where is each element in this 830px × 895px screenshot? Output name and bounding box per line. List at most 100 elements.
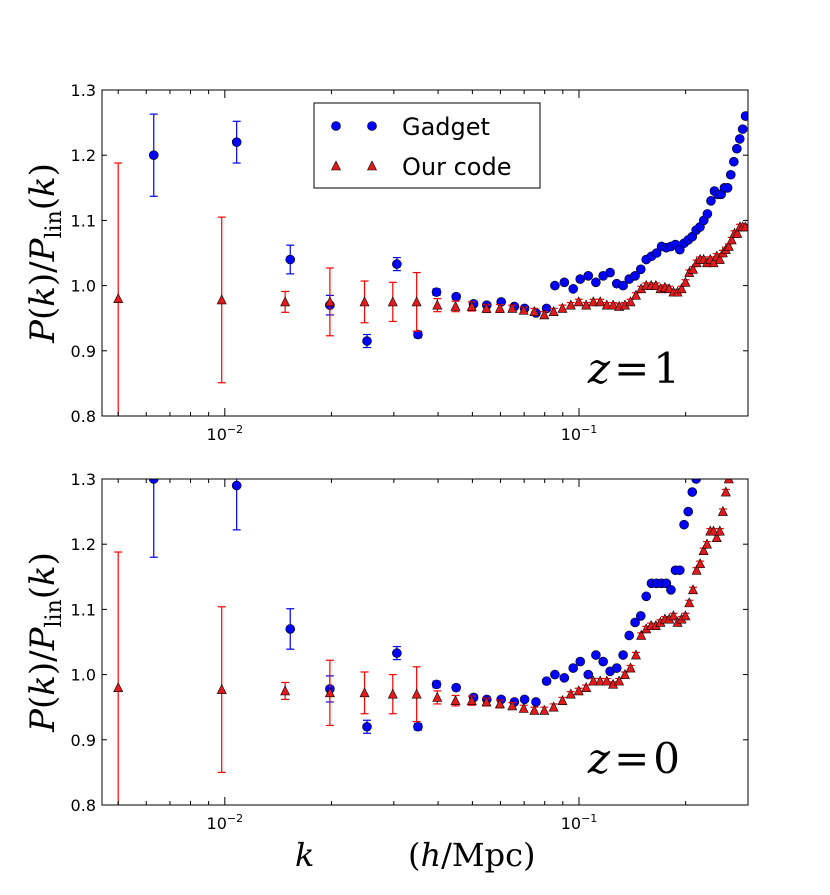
gadget-point — [431, 679, 442, 690]
our-code-point — [680, 610, 691, 621]
gadget-point — [285, 624, 296, 634]
our-code-point — [481, 302, 492, 313]
top-redshift-annotation: z=1 — [587, 344, 680, 393]
y-tick-label: 0.9 — [71, 342, 96, 361]
our-code-point — [529, 306, 540, 316]
our-code-point — [387, 296, 398, 307]
x-tick-label: 10−2 — [207, 812, 244, 833]
y-tick-label: 1.3 — [71, 81, 96, 100]
legend-gadget-marker — [367, 121, 377, 131]
gadget-point — [737, 124, 748, 134]
gadget-point — [591, 277, 601, 288]
y-tick-label: 1.1 — [71, 211, 96, 230]
x-tick-label: 10−1 — [561, 423, 598, 444]
y-tick-label: 1.0 — [71, 277, 96, 296]
our-code-point — [324, 687, 335, 698]
our-code-point — [720, 486, 731, 497]
our-code-point — [432, 691, 443, 702]
gadget-point — [531, 697, 541, 707]
gadget-point — [635, 264, 646, 275]
our-code-point — [581, 681, 592, 692]
our-code-point — [695, 558, 706, 569]
our-code-point — [113, 681, 124, 692]
our-code-point — [573, 685, 584, 696]
gadget-point — [651, 248, 662, 258]
gadget-point — [362, 721, 372, 732]
top-x-ticks: 10−2 10−1 — [117, 90, 687, 444]
our-code-point — [450, 300, 461, 311]
gadget-point — [591, 650, 601, 660]
gadget-point — [451, 682, 461, 693]
our-code-point — [450, 695, 461, 705]
our-code-point — [280, 296, 291, 307]
bottom-redshift-annotation: z=0 — [587, 734, 680, 783]
gadget-point — [392, 259, 402, 269]
our-code-point — [717, 505, 728, 516]
our-code-point — [216, 294, 227, 305]
gadget-point — [575, 656, 586, 667]
gadget-point — [231, 137, 242, 147]
y-tick-label: 1.2 — [71, 146, 96, 165]
our-code-point — [494, 698, 505, 709]
bottom-panel-frame — [101, 478, 749, 806]
gadget-point — [550, 280, 560, 291]
gadget-point — [568, 284, 579, 294]
x-tick-label: 10−2 — [207, 423, 244, 444]
legend-our-code-label: Our code — [402, 153, 511, 181]
our-code-point — [466, 300, 477, 311]
top-y-ticks: 0.8 0.9 1.0 1.1 1.2 1.3 — [71, 81, 748, 426]
our-code-point — [636, 629, 647, 640]
our-code-point — [557, 302, 568, 313]
gadget-point — [519, 694, 530, 705]
gadget-point — [285, 254, 296, 265]
our-code-point — [702, 538, 712, 549]
our-code-point — [548, 306, 559, 316]
our-code-point — [387, 688, 398, 699]
our-code-point — [595, 296, 606, 307]
our-code-point — [714, 253, 725, 264]
our-code-point — [711, 532, 722, 542]
y-tick-label: 1.2 — [71, 535, 96, 554]
gadget-point — [666, 585, 676, 595]
bottom-y-axis-label: P(k)/Plin(k) — [23, 552, 67, 733]
our-code-point — [481, 696, 492, 707]
our-code-point — [708, 525, 719, 536]
y-tick-label: 1.0 — [71, 666, 96, 685]
gadget-point — [559, 673, 570, 683]
gadget-point — [605, 267, 615, 278]
gadget-point — [413, 329, 423, 340]
gadget-point — [413, 721, 423, 732]
our-code-point — [676, 283, 687, 294]
our-code-point — [625, 296, 636, 307]
gadget-point — [679, 519, 689, 530]
bottom-x-ticks: 10−2 10−1 — [117, 479, 687, 833]
our-code-point — [359, 296, 370, 307]
our-code-point — [630, 289, 641, 300]
gadget-point — [722, 183, 733, 193]
gadget-point — [624, 630, 635, 641]
top-panel-frame — [101, 89, 749, 417]
our-code-point — [588, 675, 599, 686]
gadget-point — [683, 506, 694, 517]
our-code-point — [411, 688, 422, 699]
x-axis-label-variable: k — [295, 836, 314, 874]
our-code-point — [650, 279, 661, 290]
gadget-point — [611, 663, 622, 673]
legend-our-code-marker — [331, 160, 341, 171]
gadget-point — [734, 134, 745, 144]
top-panel: 0.8 0.9 1.0 1.1 1.2 1.3 10−2 10−1 P(k)/Plin(k)… — [23, 81, 749, 444]
y-tick-label: 0.8 — [71, 796, 96, 815]
bottom-y-ticks: 0.8 0.9 1.0 1.1 1.2 1.3 — [71, 470, 748, 815]
gadget-point — [661, 578, 672, 589]
gadget-point — [691, 479, 701, 484]
gadget-point — [729, 156, 739, 167]
our-code-point — [726, 234, 737, 245]
our-code-point — [614, 675, 625, 686]
our-code-point — [668, 610, 679, 621]
gadget-point — [725, 169, 736, 180]
our-code-point — [539, 704, 550, 715]
gadget-point — [575, 274, 586, 284]
our-code-point — [684, 597, 695, 608]
our-code-point — [691, 564, 702, 575]
our-code-point — [723, 240, 734, 251]
